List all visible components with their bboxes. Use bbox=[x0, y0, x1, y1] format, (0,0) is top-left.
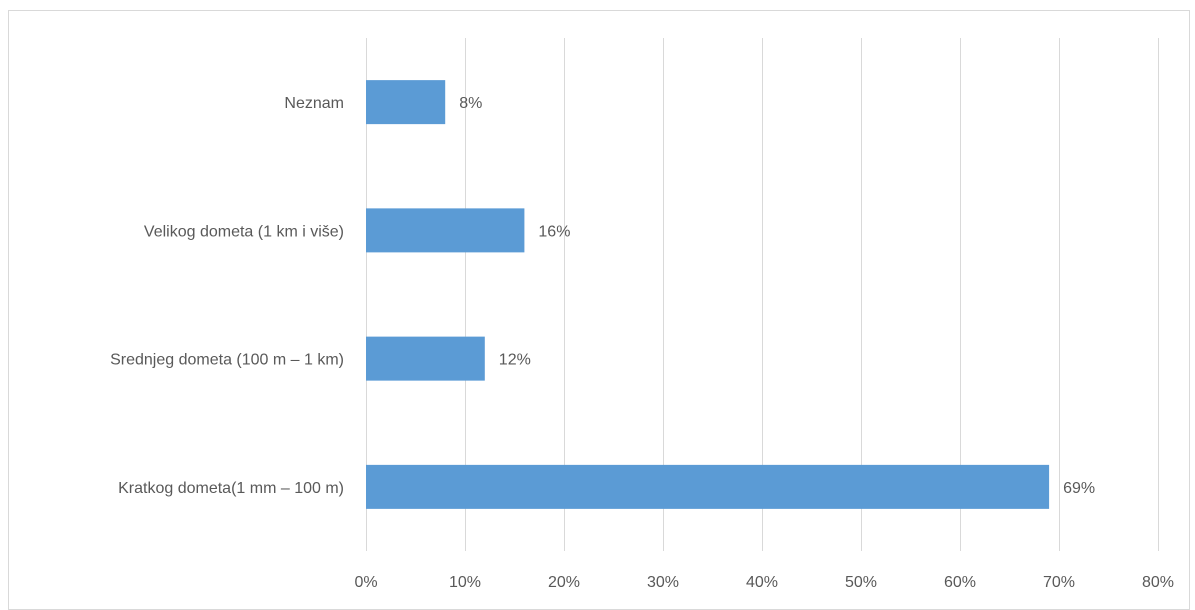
bar-3 bbox=[366, 464, 1050, 509]
x-tick-label: 0% bbox=[354, 574, 377, 591]
x-tick-label: 50% bbox=[845, 574, 877, 591]
x-tick-label: 60% bbox=[944, 574, 976, 591]
bar-1 bbox=[366, 208, 525, 253]
category-label: Kratkog dometa(1 mm – 100 m) bbox=[118, 480, 344, 497]
category-label: Neznam bbox=[284, 95, 344, 112]
x-tick-label: 20% bbox=[548, 574, 580, 591]
x-tick-label: 40% bbox=[746, 574, 778, 591]
data-label: 12% bbox=[499, 352, 531, 369]
data-label: 69% bbox=[1063, 480, 1095, 497]
x-tick-label: 80% bbox=[1142, 574, 1174, 591]
bar-2 bbox=[366, 336, 485, 381]
data-label: 8% bbox=[459, 95, 482, 112]
x-tick-label: 30% bbox=[647, 574, 679, 591]
bars bbox=[366, 80, 1050, 509]
bar-0 bbox=[366, 80, 446, 125]
chart-frame bbox=[8, 10, 1190, 610]
x-tick-label: 70% bbox=[1043, 574, 1075, 591]
category-label: Srednjeg dometa (100 m – 1 km) bbox=[110, 352, 344, 369]
data-label: 16% bbox=[538, 223, 570, 240]
labels: 0% 10% 20% 30% 40% 50% 60% 70% 80% Neznam 8% Veliko… bbox=[110, 95, 1174, 591]
x-tick-label: 10% bbox=[449, 574, 481, 591]
category-label: Velikog dometa (1 km i više) bbox=[144, 223, 344, 240]
